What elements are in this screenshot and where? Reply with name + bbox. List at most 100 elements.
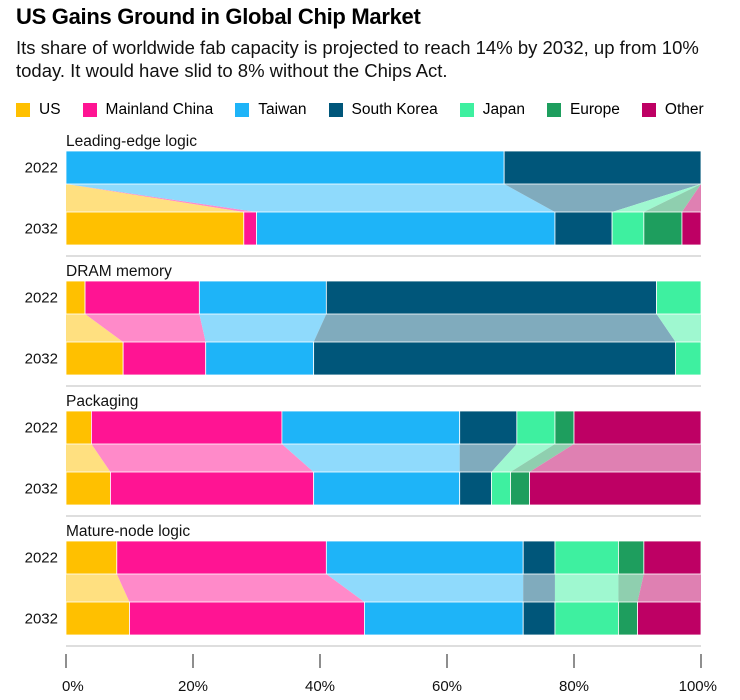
legend-swatch (546, 103, 561, 117)
legend-item: Mainland China (82, 101, 214, 119)
flow-segment (281, 444, 460, 472)
panel-label: Packaging (66, 393, 138, 410)
row-label: 2022 (25, 550, 58, 567)
flow-segment (66, 184, 244, 212)
bar-segment (675, 341, 702, 376)
bar-segment (116, 540, 327, 575)
bar-segment (122, 341, 207, 376)
x-tick-label: 0% (62, 678, 84, 695)
flow-segment (66, 184, 555, 212)
row-label: 2022 (25, 160, 58, 177)
bar-segment (459, 471, 492, 506)
legend-label: US (39, 101, 61, 118)
flow-segment (313, 314, 676, 342)
bar-segment (205, 341, 315, 376)
flow-segment (199, 314, 327, 342)
row-label: 2032 (25, 221, 58, 238)
legend-label: Taiwan (258, 101, 307, 118)
bar-segment (618, 601, 638, 636)
bar-segment (65, 341, 124, 376)
legend-swatch (235, 103, 250, 117)
flow-segment (643, 184, 701, 212)
panel-label: Mature-node logic (66, 523, 190, 540)
flow-segment (91, 444, 314, 472)
bar-segment (516, 410, 556, 445)
bar-segment (656, 280, 702, 315)
bar-segment (65, 280, 86, 315)
legend-label: Other (664, 101, 704, 118)
chart-subtitle: Its share of worldwide fab capacity is p… (16, 37, 699, 81)
flow-segment (85, 314, 206, 342)
legend-item: South Korea (328, 101, 438, 119)
flow-segment (554, 574, 619, 602)
bar-segment (554, 211, 613, 246)
bar-segment (618, 540, 645, 575)
flow-segment (618, 574, 644, 602)
bar-segment (554, 410, 575, 445)
bar-segment (325, 280, 657, 315)
flow-segment (529, 444, 701, 472)
bar-segment (65, 601, 130, 636)
legend-item: Japan (459, 101, 525, 119)
bar-segment (325, 540, 524, 575)
bar-segment (554, 540, 619, 575)
flow-segment (116, 574, 365, 602)
legend-item: Europe (546, 101, 620, 119)
flow-segment (66, 444, 111, 472)
bar-segment (110, 471, 315, 506)
flow-segment (523, 574, 555, 602)
legend-label: Mainland China (105, 101, 214, 118)
bar-segment (281, 410, 461, 445)
flow-segment (681, 184, 701, 212)
x-tick-label: 80% (559, 678, 589, 695)
flow-segment (510, 444, 574, 472)
bar-segment (522, 540, 556, 575)
bar-segment (522, 601, 556, 636)
flow-segment (491, 444, 555, 472)
flow-segment (66, 314, 124, 342)
bar-segment (198, 280, 327, 315)
bar-segment (637, 601, 702, 636)
bar-segment (554, 601, 619, 636)
bar-segment (65, 150, 505, 185)
flow-segment (66, 574, 130, 602)
bar-segment (573, 410, 702, 445)
legend-swatch (641, 103, 656, 117)
bar-segment (65, 410, 92, 445)
legend: US Mainland China Taiwan South Korea Japan Eu… (16, 100, 726, 120)
legend-label: Europe (569, 101, 620, 118)
bar-segment (256, 211, 556, 246)
flow-segment (504, 184, 701, 212)
legend-swatch (82, 103, 97, 117)
flow-segment (656, 314, 701, 342)
bar-segment (510, 471, 530, 506)
flow-segment (637, 574, 701, 602)
bar-segment (643, 211, 683, 246)
flow-segment (612, 184, 701, 212)
legend-label: Japan (482, 101, 525, 118)
x-tick-label: 40% (305, 678, 335, 695)
row-label: 2022 (25, 420, 58, 437)
row-label: 2022 (25, 290, 58, 307)
bar-segment (84, 280, 200, 315)
bar-segment (681, 211, 702, 246)
legend-swatch (16, 103, 30, 117)
bar-segment (364, 601, 524, 636)
flow-segment (326, 574, 524, 602)
legend-swatch (459, 103, 474, 117)
bar-segment (611, 211, 645, 246)
row-label: 2032 (25, 481, 58, 498)
bar-segment (313, 471, 461, 506)
row-label: 2032 (25, 611, 58, 628)
bar-segment (91, 410, 283, 445)
flow-segment (459, 444, 517, 472)
bar-segment (503, 150, 702, 185)
chart-title: US Gains Ground in Global Chip Market (16, 4, 421, 29)
x-tick-label: 100% (679, 678, 717, 695)
legend-swatch (328, 103, 343, 117)
panel-label: Leading-edge logic (66, 133, 197, 150)
legend-label: South Korea (351, 101, 438, 118)
bar-segment (491, 471, 511, 506)
bar-segment (65, 540, 118, 575)
